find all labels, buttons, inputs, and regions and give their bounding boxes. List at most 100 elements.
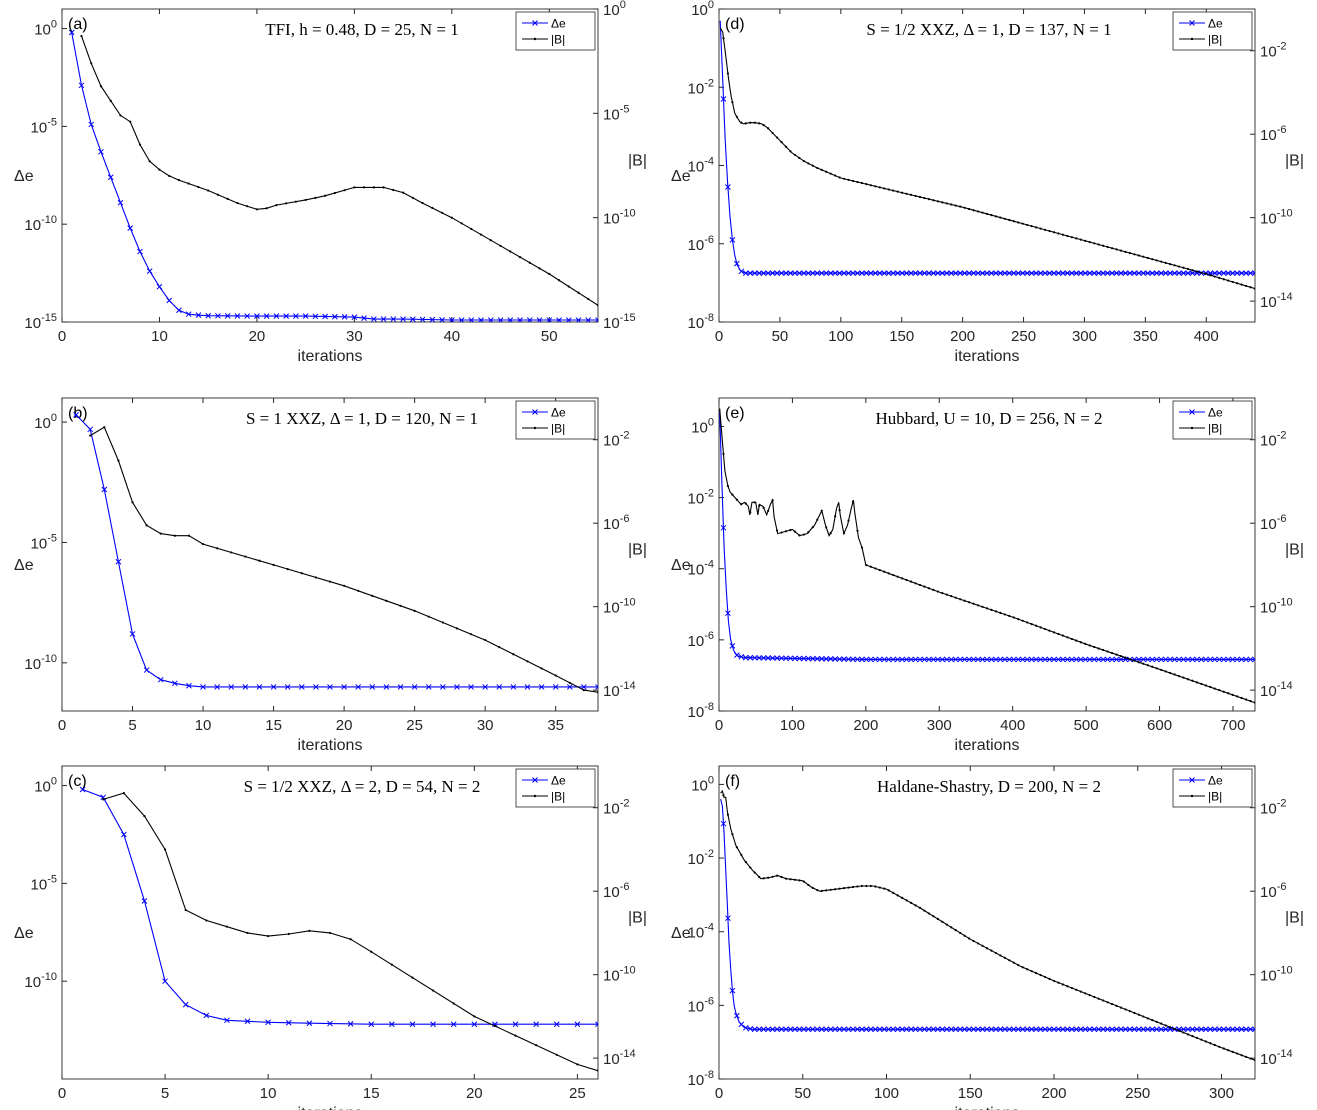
- marker-delta-e: [952, 270, 959, 276]
- marker-B: [807, 531, 810, 534]
- y2-tick-label: 10-14: [603, 1048, 636, 1068]
- marker-delta-e: [1095, 656, 1102, 663]
- series-line-delta-e: [720, 798, 1255, 1030]
- marker-delta-e: [430, 1021, 436, 1028]
- marker-delta-e: [801, 270, 807, 276]
- series-line-delta-e: [82, 788, 598, 1025]
- marker-delta-e: [997, 270, 1004, 276]
- x-tick-label: 25: [569, 1085, 586, 1102]
- marker-B: [1133, 1011, 1136, 1015]
- legend: Δe |B|: [1172, 400, 1253, 440]
- marker-B: [981, 211, 984, 214]
- marker-delta-e: [78, 82, 85, 89]
- marker-delta-e: [863, 270, 870, 276]
- marker-delta-e: [1073, 656, 1080, 663]
- marker-delta-e: [769, 1026, 776, 1033]
- marker-delta-e: [1002, 270, 1008, 276]
- marker-B: [963, 934, 966, 937]
- marker-delta-e: [966, 270, 972, 276]
- y-tick-label: 100: [691, 0, 714, 19]
- marker-B: [557, 279, 561, 282]
- marker-B: [990, 608, 993, 611]
- y2-tick-label: 10-10: [603, 208, 636, 228]
- marker-B: [1075, 639, 1078, 642]
- marker-delta-e: [1238, 1026, 1245, 1033]
- marker-delta-e: [894, 1026, 901, 1033]
- marker-B: [411, 976, 414, 979]
- marker-delta-e: [1091, 270, 1098, 276]
- marker-B: [1209, 685, 1212, 689]
- marker-delta-e: [306, 1020, 313, 1027]
- marker-B: [909, 193, 913, 196]
- marker-B: [343, 189, 346, 192]
- marker-B: [1128, 658, 1132, 661]
- marker-B: [1146, 256, 1149, 260]
- marker-delta-e: [1144, 1026, 1151, 1033]
- marker-delta-e: [575, 317, 582, 322]
- marker-B: [825, 526, 828, 529]
- marker-delta-e: [908, 270, 914, 276]
- series-line-B: [719, 408, 1255, 704]
- marker-B: [923, 909, 926, 912]
- marker-B: [1070, 986, 1073, 990]
- marker-delta-e: [1046, 1026, 1053, 1033]
- marker-delta-e: [1010, 1026, 1017, 1033]
- marker-delta-e: [552, 684, 559, 690]
- marker-B: [1160, 668, 1163, 671]
- marker-delta-e: [273, 313, 280, 319]
- marker-B: [860, 546, 864, 549]
- x-tick-label: 30: [346, 328, 363, 345]
- marker-B: [1093, 645, 1096, 649]
- marker-delta-e: [1006, 656, 1013, 663]
- x-tick-label: 15: [363, 1085, 380, 1102]
- marker-delta-e: [254, 313, 260, 319]
- marker-B: [784, 145, 788, 148]
- marker-B: [865, 183, 868, 186]
- marker-B: [1231, 280, 1234, 284]
- y2-tick-label: 10-10: [1260, 965, 1293, 985]
- marker-delta-e: [939, 270, 946, 276]
- marker-delta-e: [1144, 656, 1151, 663]
- marker-B: [936, 590, 939, 593]
- marker-B: [1043, 627, 1047, 631]
- marker-B: [771, 875, 774, 878]
- marker-delta-e: [912, 656, 919, 663]
- x-tick-label: 300: [1072, 328, 1097, 345]
- marker-B: [749, 121, 752, 124]
- legend-marker: [532, 20, 538, 26]
- marker-B: [1173, 264, 1176, 267]
- marker-B: [856, 885, 859, 888]
- marker-delta-e: [425, 684, 432, 690]
- marker-B: [816, 166, 819, 170]
- marker-B: [1102, 648, 1105, 652]
- marker-delta-e: [1024, 656, 1031, 663]
- marker-B: [1213, 1043, 1216, 1047]
- marker-delta-e: [120, 831, 127, 838]
- marker-delta-e: [224, 313, 231, 319]
- marker-B: [731, 101, 734, 104]
- marker-B: [874, 885, 877, 888]
- marker-B: [1182, 676, 1185, 679]
- marker-delta-e: [783, 1026, 789, 1033]
- marker-delta-e: [1095, 1026, 1102, 1033]
- marker-delta-e: [903, 656, 910, 663]
- marker-delta-e: [926, 1026, 932, 1033]
- marker-delta-e: [1243, 656, 1249, 663]
- marker-B: [842, 177, 846, 180]
- marker-delta-e: [926, 656, 932, 663]
- marker-B: [927, 587, 931, 590]
- marker-delta-e: [98, 148, 104, 155]
- marker-B: [896, 190, 899, 193]
- marker-B: [1003, 217, 1006, 220]
- marker-delta-e: [805, 1026, 812, 1033]
- marker-B: [1155, 259, 1158, 262]
- marker-B: [731, 833, 734, 836]
- marker-B: [869, 884, 872, 888]
- marker-delta-e: [814, 655, 821, 662]
- marker-B: [1061, 634, 1065, 637]
- marker-B: [1026, 223, 1029, 227]
- marker-B: [244, 555, 247, 558]
- marker-B: [285, 202, 288, 205]
- marker-delta-e: [1162, 656, 1169, 663]
- marker-B: [587, 297, 590, 301]
